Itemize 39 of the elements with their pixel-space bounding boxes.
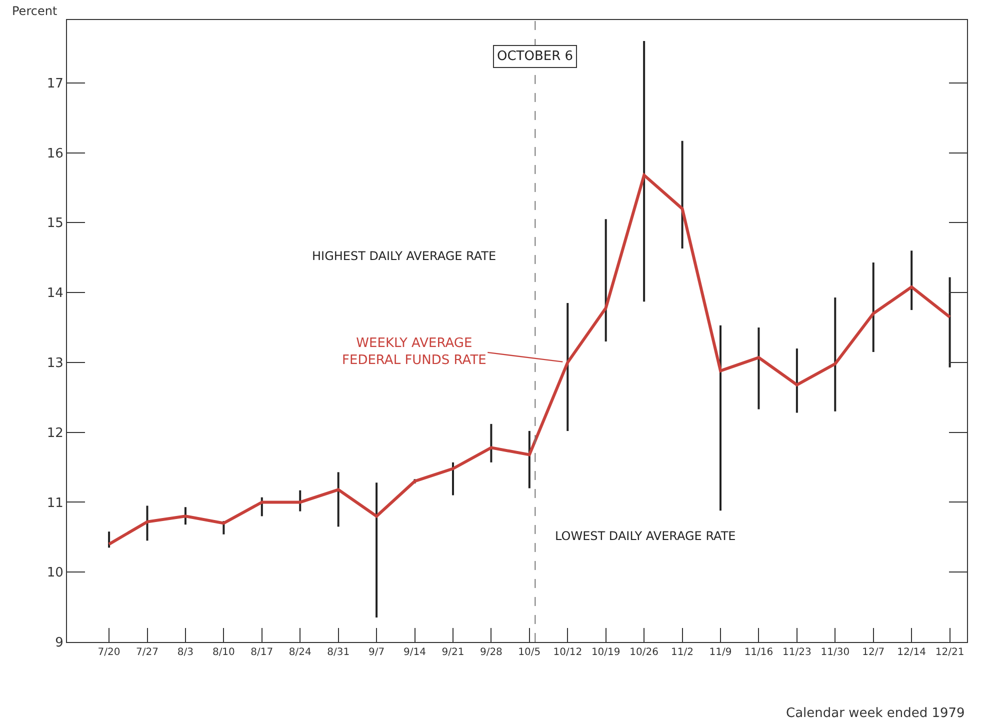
x-tick-label: 10/19 (591, 647, 620, 658)
x-tick-label: 9/14 (404, 647, 426, 658)
annotation: HIGHEST DAILY AVERAGE RATE (312, 249, 496, 263)
y-axis-title: Percent (12, 4, 58, 18)
x-tick-label: 9/28 (480, 647, 502, 658)
x-tick-label: 8/3 (177, 647, 194, 658)
x-tick-label: 7/20 (98, 647, 120, 658)
y-tick-label: 12 (46, 426, 64, 441)
x-tick-label: 11/23 (782, 647, 812, 658)
x-tick-label: 11/9 (709, 647, 732, 658)
x-axis-title: Calendar week ended 1979 (786, 706, 965, 720)
x-tick-label: 10/5 (518, 647, 541, 658)
y-tick-label: 10 (46, 566, 64, 581)
x-tick-label: 9/21 (442, 647, 464, 658)
annotation: LOWEST DAILY AVERAGE RATE (555, 529, 736, 543)
y-tick-label: 14 (46, 286, 64, 302)
x-tick-label: 11/16 (744, 647, 774, 658)
x-tick-label: 11/30 (820, 647, 850, 658)
x-tick-label: 7/27 (136, 647, 158, 658)
x-tick-label: 12/7 (862, 647, 885, 658)
x-tick-label: 12/21 (935, 647, 964, 658)
x-tick-label: 8/24 (288, 647, 312, 658)
x-tick-label: 10/12 (553, 647, 582, 658)
annotation: WEEKLY AVERAGE FEDERAL FUNDS RATE (342, 336, 486, 368)
y-tick-label: 11 (46, 496, 64, 511)
x-tick-label: 11/2 (671, 647, 694, 658)
y-tick-label: 13 (46, 356, 64, 371)
x-tick-label: 10/26 (630, 647, 658, 658)
x-tick-label: 8/17 (250, 647, 274, 658)
y-tick-label: 17 (46, 76, 64, 92)
x-tick-label: 12/14 (897, 647, 926, 658)
y-tick-label: 16 (46, 146, 64, 162)
ref-line-label: OCTOBER 6 (497, 49, 574, 64)
x-tick-label: 8/31 (327, 647, 350, 658)
x-tick-label: 9/7 (368, 647, 385, 658)
y-tick-label: 15 (46, 216, 64, 232)
y-tick-label: 9 (55, 636, 64, 651)
x-tick-label: 8/10 (212, 647, 235, 658)
line-series (108, 174, 952, 546)
